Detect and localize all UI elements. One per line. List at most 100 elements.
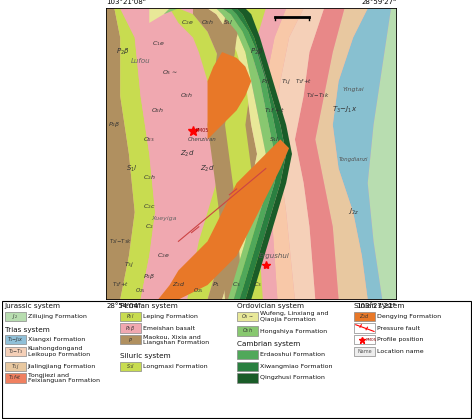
Text: $C_1e$: $C_1e$ [152, 39, 164, 48]
Text: Siluric system: Siluric system [119, 353, 170, 359]
Text: $P_2l$: $P_2l$ [261, 77, 271, 85]
Text: $S_1l$: $S_1l$ [126, 163, 137, 173]
Text: Xueyiga: Xueyiga [151, 215, 177, 220]
FancyBboxPatch shape [5, 373, 26, 383]
Text: $T_1j$: $T_1j$ [11, 362, 19, 371]
Text: $C_2h$: $C_2h$ [143, 173, 156, 182]
Text: $S_1l$: $S_1l$ [269, 135, 280, 144]
Polygon shape [295, 8, 345, 300]
Text: Lufou: Lufou [131, 58, 150, 64]
Text: PM05: PM05 [366, 338, 377, 342]
FancyBboxPatch shape [237, 362, 258, 371]
Text: $T_2l\!-\!T_3k$: $T_2l\!-\!T_3k$ [306, 91, 330, 100]
Text: $T_1f+t$: $T_1f+t$ [264, 106, 285, 115]
Polygon shape [260, 8, 304, 300]
Text: $J_{2z}$: $J_{2z}$ [347, 207, 359, 217]
Text: Hongshiya Formation: Hongshiya Formation [260, 328, 327, 334]
Polygon shape [106, 8, 135, 300]
Polygon shape [216, 8, 274, 300]
FancyBboxPatch shape [354, 312, 375, 321]
Polygon shape [246, 8, 286, 300]
Text: $T_2\!\!-\!\!T_3$: $T_2\!\!-\!\!T_3$ [8, 347, 23, 356]
Text: $T_3\!-\!J_1x$: $T_3\!-\!J_1x$ [332, 105, 357, 115]
Text: $P_2\beta$: $P_2\beta$ [143, 272, 155, 281]
Polygon shape [170, 8, 246, 300]
Text: Xiwangmiao Formation: Xiwangmiao Formation [260, 364, 332, 369]
Polygon shape [120, 8, 173, 300]
Text: $C_2$: $C_2$ [145, 222, 154, 231]
Polygon shape [368, 8, 397, 300]
Text: Dengying Formation: Dengying Formation [377, 314, 441, 319]
Text: Name: Name [357, 349, 372, 354]
Text: $O_2h$: $O_2h$ [201, 18, 214, 27]
Polygon shape [315, 8, 368, 300]
Text: $P_2l$: $P_2l$ [126, 312, 135, 321]
Polygon shape [158, 140, 289, 300]
Text: Longmaxi Formation: Longmaxi Formation [143, 364, 207, 369]
Text: Maokou, Xixia and
Liangshan Formation: Maokou, Xixia and Liangshan Formation [143, 334, 209, 345]
Text: $O_{23}$: $O_{23}$ [143, 135, 155, 144]
Text: $S_1l$: $S_1l$ [126, 362, 135, 371]
Text: $Z_2d$: $Z_2d$ [359, 312, 370, 321]
Text: $O_2h$: $O_2h$ [151, 106, 165, 115]
Text: $Z_2d$: $Z_2d$ [172, 281, 185, 290]
Text: $P_2\beta$: $P_2\beta$ [125, 323, 136, 333]
Text: Yingtai: Yingtai [342, 88, 364, 93]
Text: Tongdianzi: Tongdianzi [338, 157, 368, 162]
Polygon shape [149, 8, 170, 23]
Text: Cambrian system: Cambrian system [237, 341, 300, 347]
Text: Erdaoshui Formation: Erdaoshui Formation [260, 352, 325, 357]
Text: $T_1f\!\!+\!\!t$: $T_1f\!\!+\!\!t$ [9, 373, 22, 383]
Text: Ziliujing Formation: Ziliujing Formation [27, 314, 87, 319]
FancyBboxPatch shape [5, 335, 26, 344]
Text: $C_3$: $C_3$ [232, 281, 241, 290]
FancyBboxPatch shape [354, 335, 375, 344]
Polygon shape [231, 8, 286, 300]
Text: $C_2e$: $C_2e$ [157, 251, 170, 260]
FancyBboxPatch shape [119, 312, 141, 321]
Text: $T_2l\!-\!T_3k$: $T_2l\!-\!T_3k$ [109, 237, 132, 246]
Text: Ordovician system: Ordovician system [237, 303, 304, 309]
Text: Sinian system: Sinian system [354, 303, 405, 309]
FancyBboxPatch shape [119, 362, 141, 371]
Polygon shape [208, 8, 266, 300]
FancyBboxPatch shape [354, 347, 375, 356]
Polygon shape [106, 8, 397, 300]
Text: $Z_2d$: $Z_2d$ [180, 149, 194, 159]
Text: $T_1\!\!-\!\!J_1x$: $T_1\!\!-\!\!J_1x$ [7, 335, 24, 344]
Text: Jurassic system: Jurassic system [5, 303, 61, 309]
Text: $T_3j$: $T_3j$ [124, 260, 134, 269]
Text: Tongjiezi and
Feixianguan Formation: Tongjiezi and Feixianguan Formation [27, 372, 100, 383]
Text: Profile position: Profile position [377, 337, 424, 342]
Text: Trias system: Trias system [5, 327, 49, 333]
Polygon shape [333, 8, 391, 300]
FancyBboxPatch shape [237, 326, 258, 336]
Text: Location name: Location name [377, 349, 424, 354]
Text: Wufeng, Linxiang and
Qiaojia Formation: Wufeng, Linxiang and Qiaojia Formation [260, 311, 328, 322]
Text: $O_{25}$: $O_{25}$ [193, 287, 204, 295]
Text: 103°21'08": 103°21'08" [106, 0, 146, 5]
Text: $P_2\beta$: $P_2\beta$ [108, 120, 120, 129]
FancyBboxPatch shape [5, 362, 26, 371]
Text: $C_2c$: $C_2c$ [143, 202, 155, 211]
Text: Ergushui: Ergushui [259, 253, 290, 259]
Polygon shape [237, 8, 292, 300]
Text: 28°54'04": 28°54'04" [106, 303, 141, 309]
Text: $Z_2d$: $Z_2d$ [200, 163, 215, 173]
FancyBboxPatch shape [237, 350, 258, 359]
Text: $J_2$: $J_2$ [12, 312, 18, 321]
Text: $O_{25}$: $O_{25}$ [135, 287, 146, 295]
Polygon shape [193, 8, 257, 300]
FancyBboxPatch shape [5, 347, 26, 356]
Text: Emeishan basalt: Emeishan basalt [143, 326, 195, 331]
Polygon shape [114, 8, 155, 300]
Polygon shape [208, 8, 246, 300]
Polygon shape [208, 52, 251, 140]
Text: Jialingjiang Formation: Jialingjiang Formation [27, 364, 96, 369]
Text: Qingzhusi Formation: Qingzhusi Formation [260, 375, 325, 380]
FancyBboxPatch shape [237, 373, 258, 383]
Text: $O_2h$: $O_2h$ [242, 326, 253, 336]
Text: PM05: PM05 [196, 128, 209, 133]
Text: Kuahongdongand
Leikoupo Formation: Kuahongdongand Leikoupo Formation [27, 346, 90, 357]
Text: $P_2\beta$: $P_2\beta$ [116, 47, 130, 57]
